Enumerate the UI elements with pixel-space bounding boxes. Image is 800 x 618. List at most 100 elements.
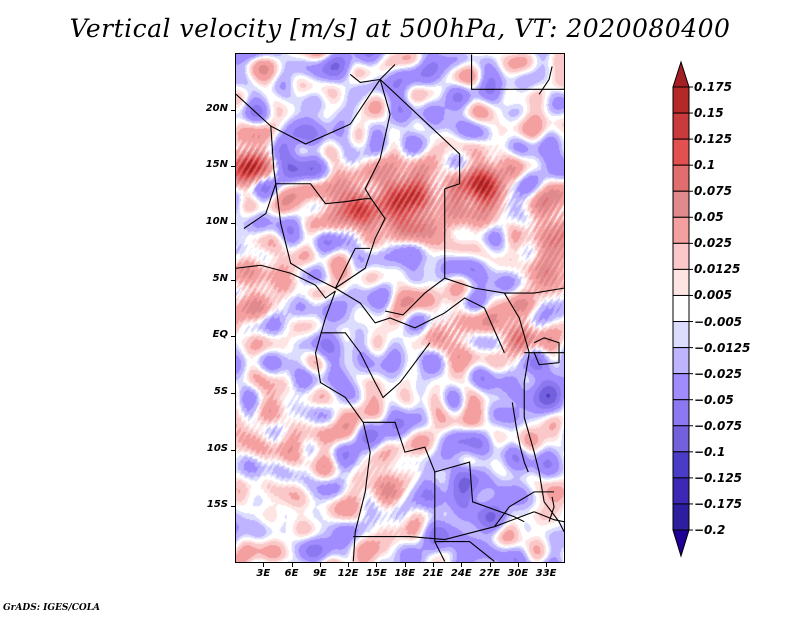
border-botswana bbox=[434, 541, 495, 562]
colorbar-segment bbox=[672, 268, 690, 296]
border-drc-angola bbox=[363, 421, 525, 523]
colorbar-segment bbox=[672, 373, 690, 401]
lon-tick-label: 30E bbox=[507, 568, 529, 579]
lon-tick bbox=[433, 563, 434, 567]
lon-tick-label: 15E bbox=[366, 568, 387, 579]
lon-tick-label: 21E bbox=[422, 568, 444, 579]
border-libya bbox=[349, 73, 461, 190]
colorbar-segment bbox=[672, 451, 690, 479]
colorbar-label: −0.1 bbox=[694, 444, 726, 459]
border-angola-zambia bbox=[434, 472, 446, 562]
lon-tick bbox=[404, 563, 406, 567]
colorbar-segment bbox=[672, 477, 690, 505]
colorbar-label: 0.175 bbox=[694, 80, 732, 94]
border-chad-west bbox=[335, 79, 391, 289]
colorbar-label: −0.125 bbox=[694, 470, 743, 485]
map-title: Vertical velocity [m/s] at 500hPa, VT: 2… bbox=[69, 14, 731, 43]
coastline-central-africa bbox=[314, 290, 371, 562]
lon-tick bbox=[376, 563, 378, 567]
colorbar-label: −0.005 bbox=[694, 314, 743, 329]
lat-tick-label: EQ bbox=[212, 329, 228, 341]
lat-tick-label: 15S bbox=[206, 499, 228, 511]
lon-tick bbox=[263, 563, 265, 567]
border-niger-nigeria bbox=[275, 183, 372, 205]
lat-tick-label: 5S bbox=[213, 386, 228, 397]
colorbar-label: 0.15 bbox=[694, 106, 724, 121]
colorbar-top-arrow bbox=[672, 60, 690, 88]
colorbar-label: 0.0125 bbox=[694, 262, 741, 277]
colorbar-label: 0.1 bbox=[694, 158, 716, 173]
colorbar-segment bbox=[672, 321, 690, 349]
colorbar-label: −0.05 bbox=[694, 392, 734, 407]
country-borders bbox=[236, 54, 564, 562]
colorbar-label: −0.025 bbox=[694, 366, 743, 381]
colorbar-label: 0.005 bbox=[694, 288, 732, 303]
colorbar-segment bbox=[672, 216, 690, 244]
lon-tick-label: 24E bbox=[450, 568, 472, 579]
border-chad-sudan bbox=[384, 188, 446, 316]
lat-tick-label: 5N bbox=[212, 272, 228, 284]
lake-victoria bbox=[533, 337, 560, 366]
colorbar-segment bbox=[672, 425, 690, 453]
lon-tick bbox=[319, 563, 321, 567]
colorbar-label: 0.025 bbox=[694, 236, 732, 251]
colorbar-segment bbox=[672, 86, 690, 114]
lat-tick bbox=[231, 336, 235, 338]
lon-tick-label: 12E bbox=[337, 568, 359, 579]
lat-tick bbox=[231, 393, 235, 394]
lon-tick bbox=[461, 563, 463, 567]
border-algeria-niger bbox=[236, 64, 396, 145]
lake-tanganyika bbox=[511, 402, 529, 473]
colorbar-label: −0.075 bbox=[694, 418, 743, 433]
border-sudan-south bbox=[444, 277, 564, 294]
colorbar-label: 0.05 bbox=[694, 210, 724, 225]
nile-red-sea bbox=[538, 66, 553, 95]
border-angola-namibia bbox=[353, 511, 535, 541]
lat-tick bbox=[231, 506, 235, 508]
lat-tick-label: 15N bbox=[205, 159, 228, 171]
vertical-velocity-field bbox=[236, 54, 564, 562]
lat-tick-label: 10S bbox=[206, 442, 228, 454]
colorbar-segment bbox=[672, 503, 690, 531]
border-tanzania-zambia bbox=[493, 491, 555, 527]
border-egypt bbox=[471, 54, 564, 90]
border-cameroon-car bbox=[335, 287, 505, 353]
colorbar-segment bbox=[672, 190, 690, 218]
lat-tick-label: 10N bbox=[205, 216, 228, 227]
colorbar-label: 0.075 bbox=[694, 184, 732, 199]
border-zambia-zimbabwe bbox=[533, 511, 564, 523]
lat-tick-label: 20N bbox=[205, 102, 228, 114]
lon-tick bbox=[291, 563, 293, 567]
lon-tick-label: 18E bbox=[394, 568, 416, 579]
colorbar-segment bbox=[672, 164, 690, 192]
lon-tick-label: 27E bbox=[479, 568, 500, 579]
lon-tick bbox=[546, 563, 548, 567]
border-congo bbox=[320, 332, 431, 399]
coastline-west-africa bbox=[236, 264, 336, 299]
colorbar-segment bbox=[672, 242, 690, 270]
lon-tick-label: 6E bbox=[284, 568, 299, 579]
lake-malawi bbox=[548, 496, 555, 522]
colorbar-segment bbox=[672, 138, 690, 166]
lon-tick bbox=[517, 563, 519, 567]
colorbar-segment bbox=[672, 399, 690, 427]
lon-tick bbox=[348, 563, 350, 567]
lat-tick bbox=[231, 449, 235, 451]
border-nigeria-south bbox=[275, 183, 371, 289]
grads-credit: GrADS: IGES/COLA bbox=[3, 603, 101, 613]
lat-tick bbox=[231, 279, 235, 281]
lon-tick bbox=[489, 563, 491, 567]
lat-tick bbox=[231, 166, 235, 168]
colorbar-bottom-arrow bbox=[672, 529, 690, 558]
lon-tick-label: 3E bbox=[256, 568, 271, 579]
border-mali-niger bbox=[243, 126, 277, 229]
colorbar-label: −0.175 bbox=[694, 496, 743, 511]
colorbar-label: −0.2 bbox=[694, 523, 726, 537]
colorbar-segment bbox=[672, 347, 690, 375]
map-panel bbox=[235, 53, 565, 563]
colorbar-segment bbox=[672, 294, 690, 323]
lon-tick-label: 33E bbox=[535, 568, 557, 579]
colorbar-segment bbox=[672, 112, 690, 140]
lat-tick bbox=[231, 223, 235, 224]
lon-tick-label: 9E bbox=[312, 568, 327, 579]
